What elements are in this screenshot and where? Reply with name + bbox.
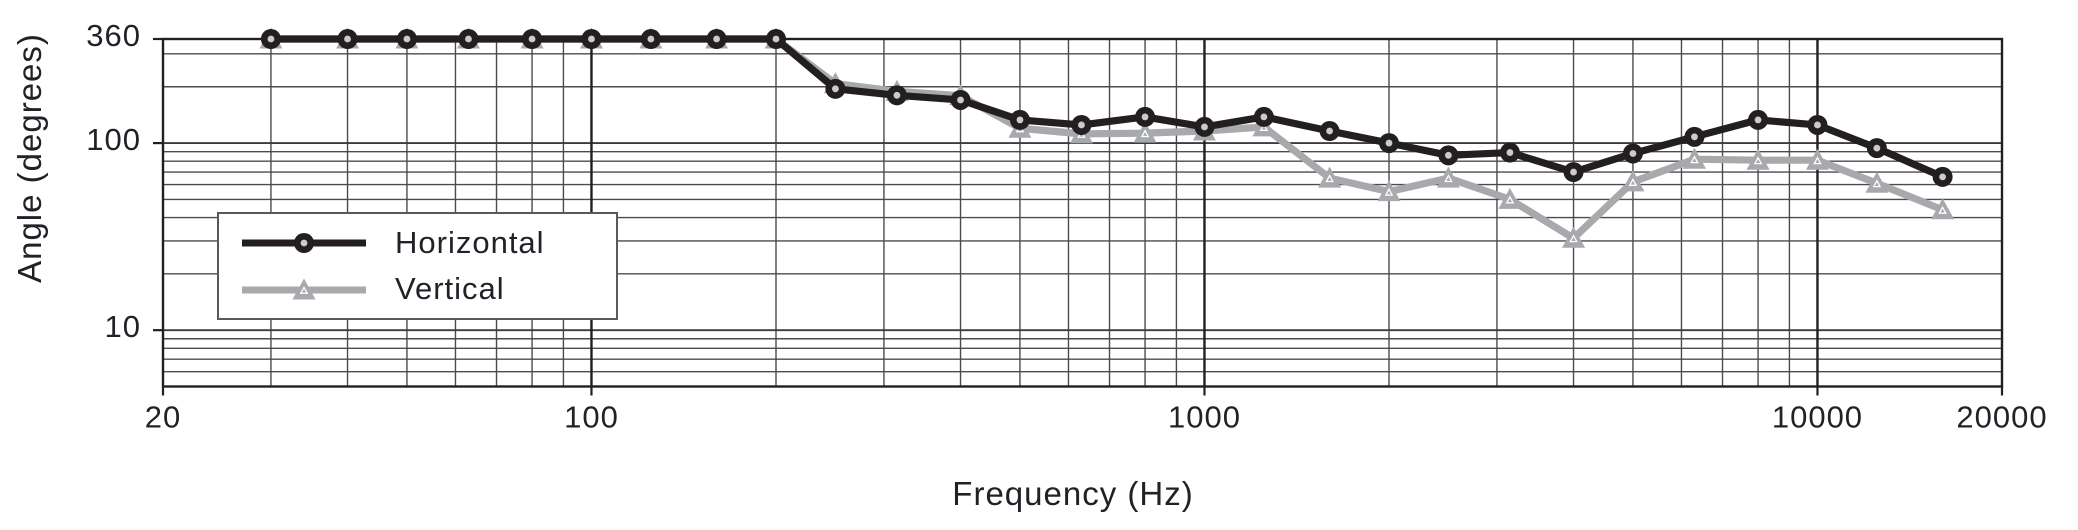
marker-circle-dot — [1754, 116, 1762, 124]
marker-triangle-inner — [1444, 174, 1453, 183]
marker-triangle-inner — [1384, 187, 1394, 196]
legend-label-vertical: Vertical — [395, 271, 505, 307]
legend: Horizontal Vertical — [217, 212, 618, 320]
legend-item-vertical: Vertical — [239, 271, 616, 307]
marker-triangle-inner — [1569, 234, 1578, 243]
marker-circle-dot — [1016, 116, 1024, 124]
marker-triangle — [1621, 170, 1645, 192]
marker-circle-dot — [647, 35, 655, 43]
marker-triangle-inner — [1505, 195, 1515, 204]
marker-circle-dot — [957, 96, 964, 104]
series-line-horizontal — [267, 35, 1947, 181]
marker-circle-dot — [1691, 133, 1698, 141]
marker-circle-dot — [1260, 113, 1268, 121]
marker-circle-dot — [1201, 123, 1208, 131]
marker-triangle — [1436, 166, 1460, 188]
circle-marker-dot — [300, 239, 308, 247]
marker-triangle-inner — [1628, 178, 1638, 186]
marker-circle-dot — [1570, 168, 1577, 176]
x-tick-label: 20000 — [1956, 399, 2047, 434]
marker-triangle — [1931, 198, 1955, 220]
marker-circle-dot — [893, 91, 901, 99]
marker-triangle-inner — [1325, 174, 1334, 183]
marker-circle-dot — [832, 85, 839, 93]
x-axis-title: Frequency (Hz) — [952, 475, 1194, 512]
marker-circle-dot — [465, 35, 472, 43]
y-tick-label: 360 — [86, 18, 141, 53]
triangle-marker-icon — [292, 278, 316, 300]
marker-circle-dot — [713, 35, 720, 43]
marker-circle-dot — [772, 35, 780, 43]
marker-triangle — [1133, 121, 1157, 143]
vertical-series-swatch — [242, 278, 366, 300]
marker-circle-dot — [267, 35, 275, 43]
y-tick-label: 100 — [86, 122, 141, 157]
marker-triangle-inner — [1753, 156, 1763, 165]
marker-triangle — [1498, 187, 1522, 209]
marker-circle-dot — [1939, 173, 1946, 181]
marker-triangle — [1377, 180, 1401, 202]
marker-triangle — [1746, 148, 1770, 170]
marker-circle-dot — [1873, 144, 1881, 152]
marker-circle-dot — [1141, 113, 1149, 121]
marker-circle-dot — [528, 35, 536, 43]
marker-triangle — [1682, 147, 1706, 169]
marker-triangle — [1865, 171, 1889, 193]
x-tick-label: 10000 — [1772, 399, 1863, 434]
horizontal-series-swatch — [242, 232, 366, 253]
marker-circle-dot — [1506, 149, 1514, 156]
legend-item-horizontal: Horizontal — [239, 225, 616, 261]
marker-circle-dot — [403, 35, 411, 43]
marker-triangle-inner — [1813, 156, 1822, 165]
marker-circle-dot — [1078, 121, 1085, 129]
marker-triangle-inner — [1259, 123, 1269, 131]
marker-triangle — [1318, 166, 1342, 188]
marker-triangle-inner — [1690, 155, 1699, 164]
marker-circle-dot — [1629, 150, 1637, 157]
triangle-marker-inner — [299, 286, 309, 295]
x-tick-label: 1000 — [1168, 399, 1241, 434]
y-tick-label: 10 — [105, 309, 141, 344]
y-axis-title: Angle (degrees) — [11, 33, 48, 283]
x-tick-label: 100 — [564, 399, 619, 434]
marker-triangle-inner — [1872, 179, 1882, 188]
x-tick-label: 20 — [145, 399, 181, 434]
legend-label-horizontal: Horizontal — [395, 224, 545, 260]
marker-circle-dot — [1445, 151, 1452, 159]
marker-triangle-inner — [1140, 129, 1150, 138]
marker-triangle — [1562, 226, 1586, 248]
marker-circle-dot — [344, 35, 351, 43]
marker-circle-dot — [1326, 127, 1333, 135]
marker-circle-dot — [588, 35, 595, 43]
marker-circle-dot — [1814, 121, 1821, 129]
marker-circle-dot — [1385, 139, 1393, 147]
marker-triangle-inner — [1938, 205, 1947, 214]
plot-border — [161, 37, 2004, 388]
marker-triangle — [1805, 148, 1829, 170]
